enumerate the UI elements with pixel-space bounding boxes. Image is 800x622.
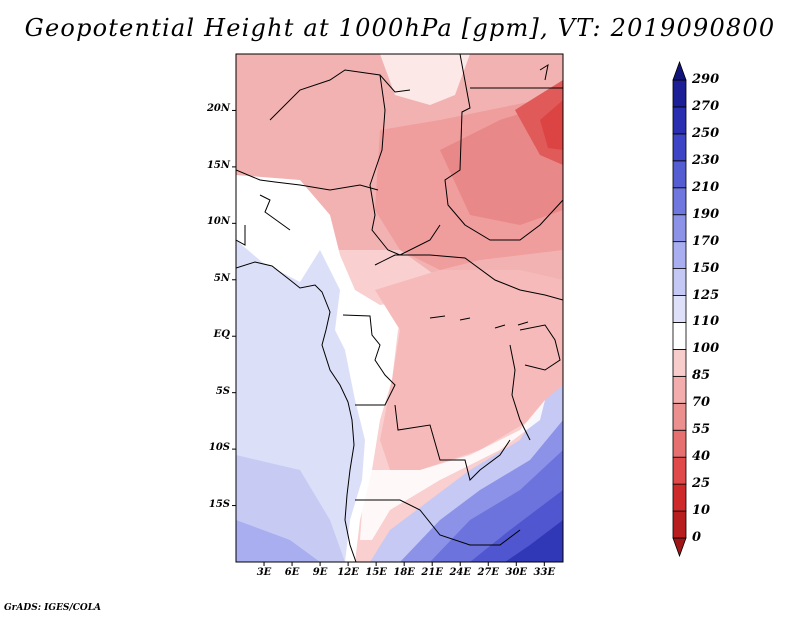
border-ghana xyxy=(236,225,246,246)
chart-title: Geopotential Height at 1000hPa [gpm], VT… xyxy=(24,14,776,42)
colorbar-label: 125 xyxy=(692,287,720,303)
coastline-west xyxy=(236,261,357,562)
colorbar xyxy=(672,60,687,558)
field-atlantic-blue3 xyxy=(236,520,320,562)
border-rift xyxy=(509,344,531,441)
border-north1 xyxy=(269,69,411,121)
colorbar-label: 150 xyxy=(692,260,720,276)
colorbar-segment xyxy=(672,429,687,458)
border-nigeria xyxy=(259,194,291,231)
colorbar-segment xyxy=(672,537,687,558)
lat-label: 5N xyxy=(213,272,230,284)
lat-label: 10N xyxy=(206,216,230,228)
colorbar-label: 110 xyxy=(692,314,720,330)
lat-label: 5S xyxy=(215,385,230,397)
colorbar-label: 10 xyxy=(692,503,711,519)
lon-label: 18E xyxy=(393,567,415,578)
border-chad xyxy=(369,74,441,256)
border-congo xyxy=(342,314,396,406)
map-frame xyxy=(235,53,564,563)
colorbar-label: 85 xyxy=(692,368,711,384)
field-south-blue5 xyxy=(505,520,563,562)
colorbar-segment xyxy=(672,214,687,243)
border-sudan xyxy=(444,54,563,241)
colorbar-segment xyxy=(672,483,687,512)
axis-ticks xyxy=(232,109,545,566)
lon-label: 24E xyxy=(449,567,471,578)
border-car xyxy=(374,254,563,301)
lon-label: 30E xyxy=(505,567,528,578)
colorbar-segment xyxy=(672,187,687,216)
border-nile xyxy=(539,63,549,81)
lon-label: 33E xyxy=(533,567,556,578)
colorbar-label: 210 xyxy=(692,179,720,195)
colorbar-label: 170 xyxy=(692,233,720,249)
colorbar-label: 290 xyxy=(692,72,720,87)
footer-credit: GrADS: IGES/COLA xyxy=(4,603,102,613)
colorbar-label: 0 xyxy=(692,530,702,545)
colorbar-segment xyxy=(672,60,687,81)
colorbar-segment xyxy=(672,456,687,485)
field-south-white xyxy=(360,400,545,540)
lat-label: 10S xyxy=(208,442,230,454)
lon-label: 3E xyxy=(256,567,272,578)
lat-label: 20N xyxy=(206,103,230,115)
colorbar-label: 55 xyxy=(692,422,711,438)
colorbar-segment xyxy=(672,79,687,108)
colorbar-label: 190 xyxy=(692,206,720,222)
border-lakes xyxy=(429,315,529,329)
height-field xyxy=(236,54,563,562)
lon-label: 27E xyxy=(477,567,500,578)
colorbar-segment xyxy=(672,402,687,431)
field-congo-pink xyxy=(375,270,563,470)
colorbar-segment xyxy=(672,268,687,296)
country-borders xyxy=(236,54,563,562)
colorbar-label: 25 xyxy=(692,476,711,492)
lat-label: EQ xyxy=(213,329,230,341)
colorbar-segment xyxy=(672,295,687,323)
colorbar-label: 70 xyxy=(692,395,711,411)
colorbar-segment xyxy=(672,322,687,350)
border-drc-south xyxy=(394,404,511,481)
colorbar-label: 230 xyxy=(692,152,720,168)
lon-label: 6E xyxy=(284,567,300,578)
colorbar-segment xyxy=(672,510,687,539)
lon-label: 15E xyxy=(365,567,387,578)
colorbar-label: 250 xyxy=(692,125,720,141)
colorbar-segment xyxy=(672,106,687,135)
colorbar-label: 100 xyxy=(692,341,720,357)
lat-label: 15N xyxy=(206,159,230,171)
colorbar-label: 40 xyxy=(692,449,711,465)
colorbar-label: 270 xyxy=(692,98,720,114)
lon-label: 12E xyxy=(337,567,359,578)
field-north-light xyxy=(380,54,470,105)
lon-label: 9E xyxy=(312,567,328,578)
lat-label: 15S xyxy=(208,498,230,510)
border-sahel xyxy=(236,169,379,191)
colorbar-segment xyxy=(672,133,687,162)
colorbar-segment xyxy=(672,349,687,377)
colorbar-segment xyxy=(672,375,687,404)
colorbar-segment xyxy=(672,160,687,189)
border-southern xyxy=(355,499,521,546)
lon-label: 21E xyxy=(421,567,443,578)
field-ne-max xyxy=(540,100,563,150)
border-uganda xyxy=(519,324,561,371)
colorbar-segment xyxy=(672,241,687,269)
